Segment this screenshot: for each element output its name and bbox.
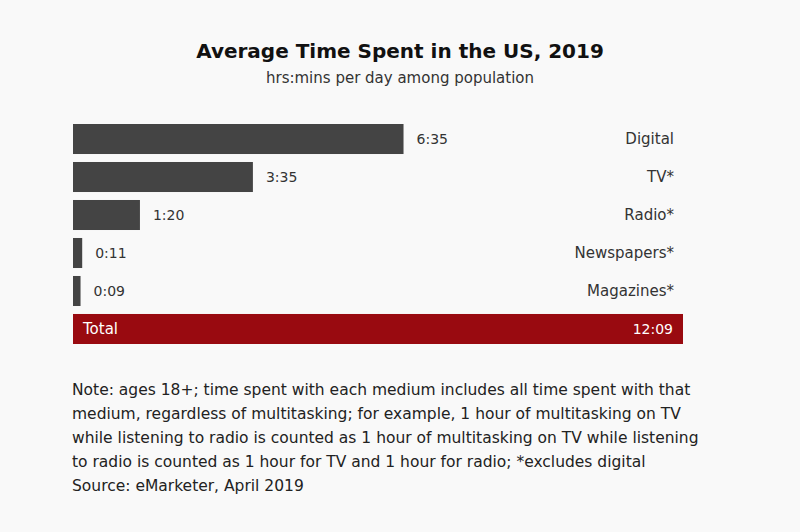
category-label: Newspapers*: [575, 244, 675, 262]
note: medium, regardless of multitasking; for …: [72, 405, 681, 423]
bar: [73, 124, 404, 154]
data-label: 3:35: [266, 169, 297, 185]
data-label: 0:09: [94, 283, 125, 299]
data-label: 1:20: [153, 207, 184, 223]
bar: [73, 200, 140, 230]
notes: Note: ages 18+; time spent with each med…: [72, 381, 698, 495]
data-label: 0:11: [95, 245, 126, 261]
note: Note: ages 18+; time spent with each med…: [72, 381, 690, 399]
background: [0, 0, 800, 532]
note: to radio is counted as 1 hour for TV and…: [72, 453, 646, 471]
category-label: TV*: [646, 168, 674, 186]
category-label: Digital: [625, 130, 674, 148]
data-label: 6:35: [417, 131, 448, 147]
bar: [73, 162, 253, 192]
bar: [73, 238, 82, 268]
category-label: Radio*: [624, 206, 674, 224]
bars: [73, 124, 683, 344]
title: Average Time Spent in the US, 2019: [196, 39, 604, 63]
source: Source: eMarketer, April 2019: [72, 477, 304, 495]
data-label: 12:09: [633, 321, 673, 337]
labels: 6:35 Digital 3:35 TV* 1:20 Radio* 0:11 Newspape…: [82, 130, 674, 338]
chart: Average Time Spent in the US, 2019 hrs:mi…: [0, 0, 800, 532]
bar: [73, 276, 81, 306]
note: while listening to radio is counted as 1…: [72, 429, 698, 447]
category-label: Magazines*: [587, 282, 674, 300]
category-label: Total: [82, 320, 118, 338]
bar: [73, 314, 683, 344]
subtitle: hrs:mins per day among population: [266, 69, 534, 87]
